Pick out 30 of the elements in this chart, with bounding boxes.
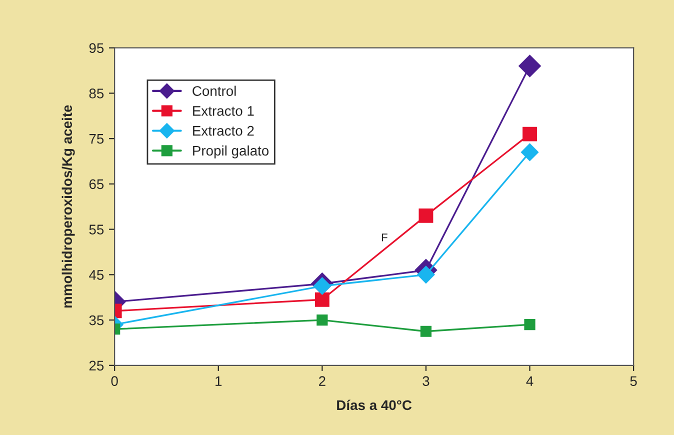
legend-label: Control	[192, 86, 236, 96]
y-tick-label: 95	[89, 43, 104, 54]
x-tick-label: 1	[216, 376, 222, 386]
point	[418, 208, 434, 223]
y-tick-label: 85	[89, 88, 104, 98]
point	[417, 266, 435, 284]
point	[518, 54, 541, 78]
y-axis-title: mmolhidroperoxidos/Kg aceite	[62, 105, 75, 308]
x-axis-title: Días a 40°C	[337, 400, 412, 410]
legend-label: Extracto 2	[193, 126, 254, 136]
point	[522, 126, 537, 142]
y-tick-label: 65	[89, 179, 104, 190]
x-tick-label: 0	[111, 376, 118, 386]
y-tick-label: 55	[89, 224, 104, 234]
annotation: F	[382, 234, 388, 242]
x-tick-label: 2	[319, 376, 326, 386]
legend-label: Extracto 1	[193, 106, 254, 116]
x-tick-label: 3	[422, 376, 430, 386]
point	[314, 292, 330, 307]
point	[420, 326, 432, 337]
point	[521, 143, 539, 161]
y-tick-label: 35	[89, 315, 104, 326]
y-tick-label: 45	[89, 270, 104, 280]
point	[524, 319, 536, 330]
y-tick-label: 25	[89, 360, 104, 371]
x-tick-label: 5	[630, 376, 637, 386]
y-tick-label: 75	[89, 134, 104, 144]
x-tick-label: 4	[526, 376, 534, 386]
point	[316, 314, 328, 326]
legend-label: Propil galato	[193, 145, 269, 158]
